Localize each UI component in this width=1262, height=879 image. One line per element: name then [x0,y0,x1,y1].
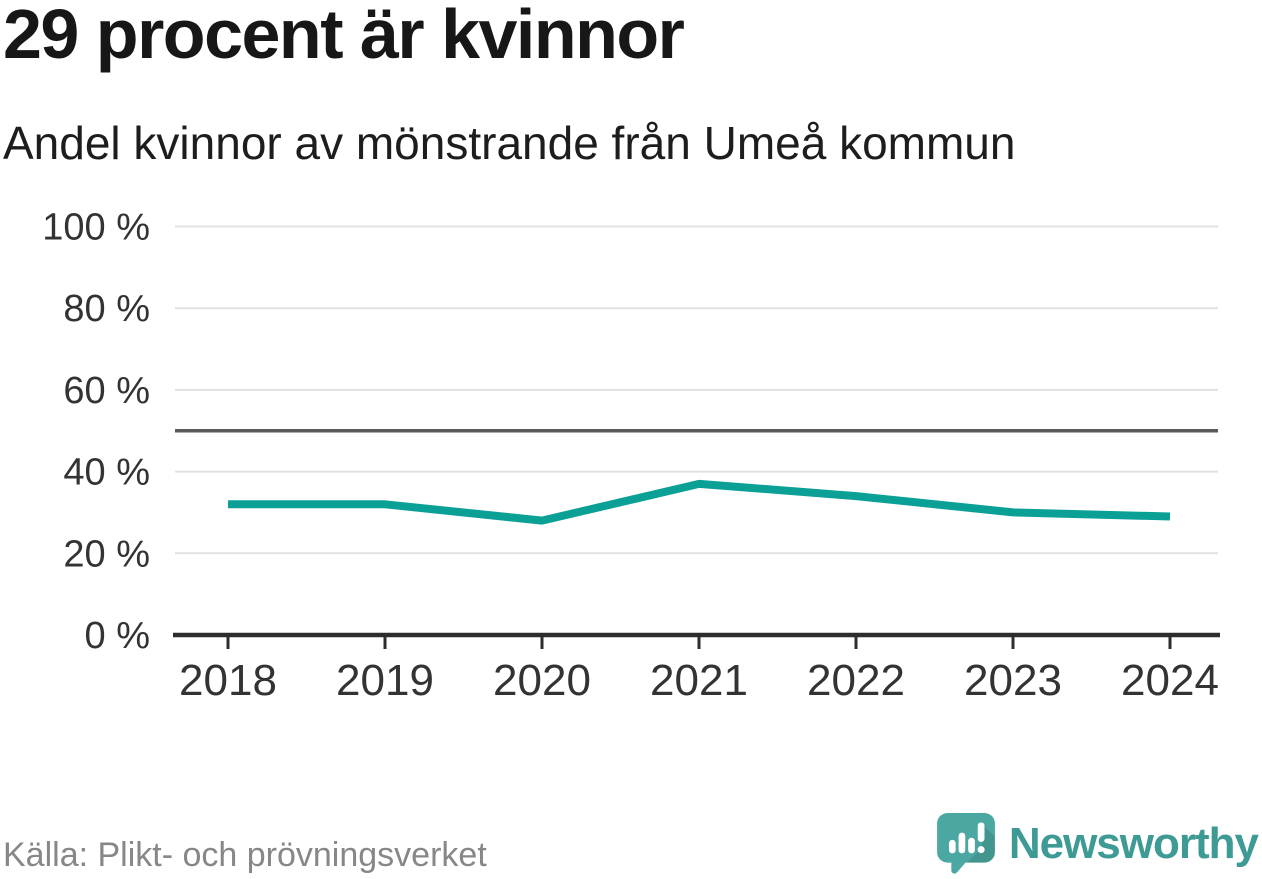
x-axis-label-2019: 2019 [336,656,434,705]
data-line-andel-kvinnor [228,479,1171,525]
y-axis-label-100: 100 % [42,207,150,249]
x-axis-label-2020: 2020 [493,656,591,705]
y-axis-label-40: 40 % [63,452,150,494]
y-axis-label-60: 60 % [63,370,150,412]
x-axis-label-2018: 2018 [179,656,277,705]
source-note: Källa: Plikt- och prövningsverket [3,836,487,874]
y-axis-label-20: 20 % [63,533,150,575]
newsworthy-logo: Newsworthy [935,812,1259,876]
x-axis-label-2024: 2024 [1121,656,1219,705]
x-axis-label-2022: 2022 [807,656,905,705]
logo-bar-3 [967,837,975,854]
logo-bar-1 [948,839,956,854]
logo-exclamation-bar [977,822,985,842]
logo-shadow [966,825,995,863]
x-axis-label-2023: 2023 [964,656,1062,705]
x-axis-label-2021: 2021 [650,656,748,705]
logo-exclamation-dot [977,846,985,854]
newsworthy-logo-icon [936,813,995,874]
logo-bar-2 [958,832,966,854]
chart-subtitle: Andel kvinnor av mönstrande från Umeå ko… [3,117,1016,169]
y-axis-label-0: 0 % [85,615,150,657]
newsworthy-logo-text: Newsworthy [1008,819,1259,868]
line-chart: 0 % 20 % 40 % 60 % 80 % 100 % 2018 2019 2020 2021… [42,207,1220,705]
chart-title: 29 procent är kvinnor [3,0,685,73]
y-axis-label-80: 80 % [63,288,150,330]
